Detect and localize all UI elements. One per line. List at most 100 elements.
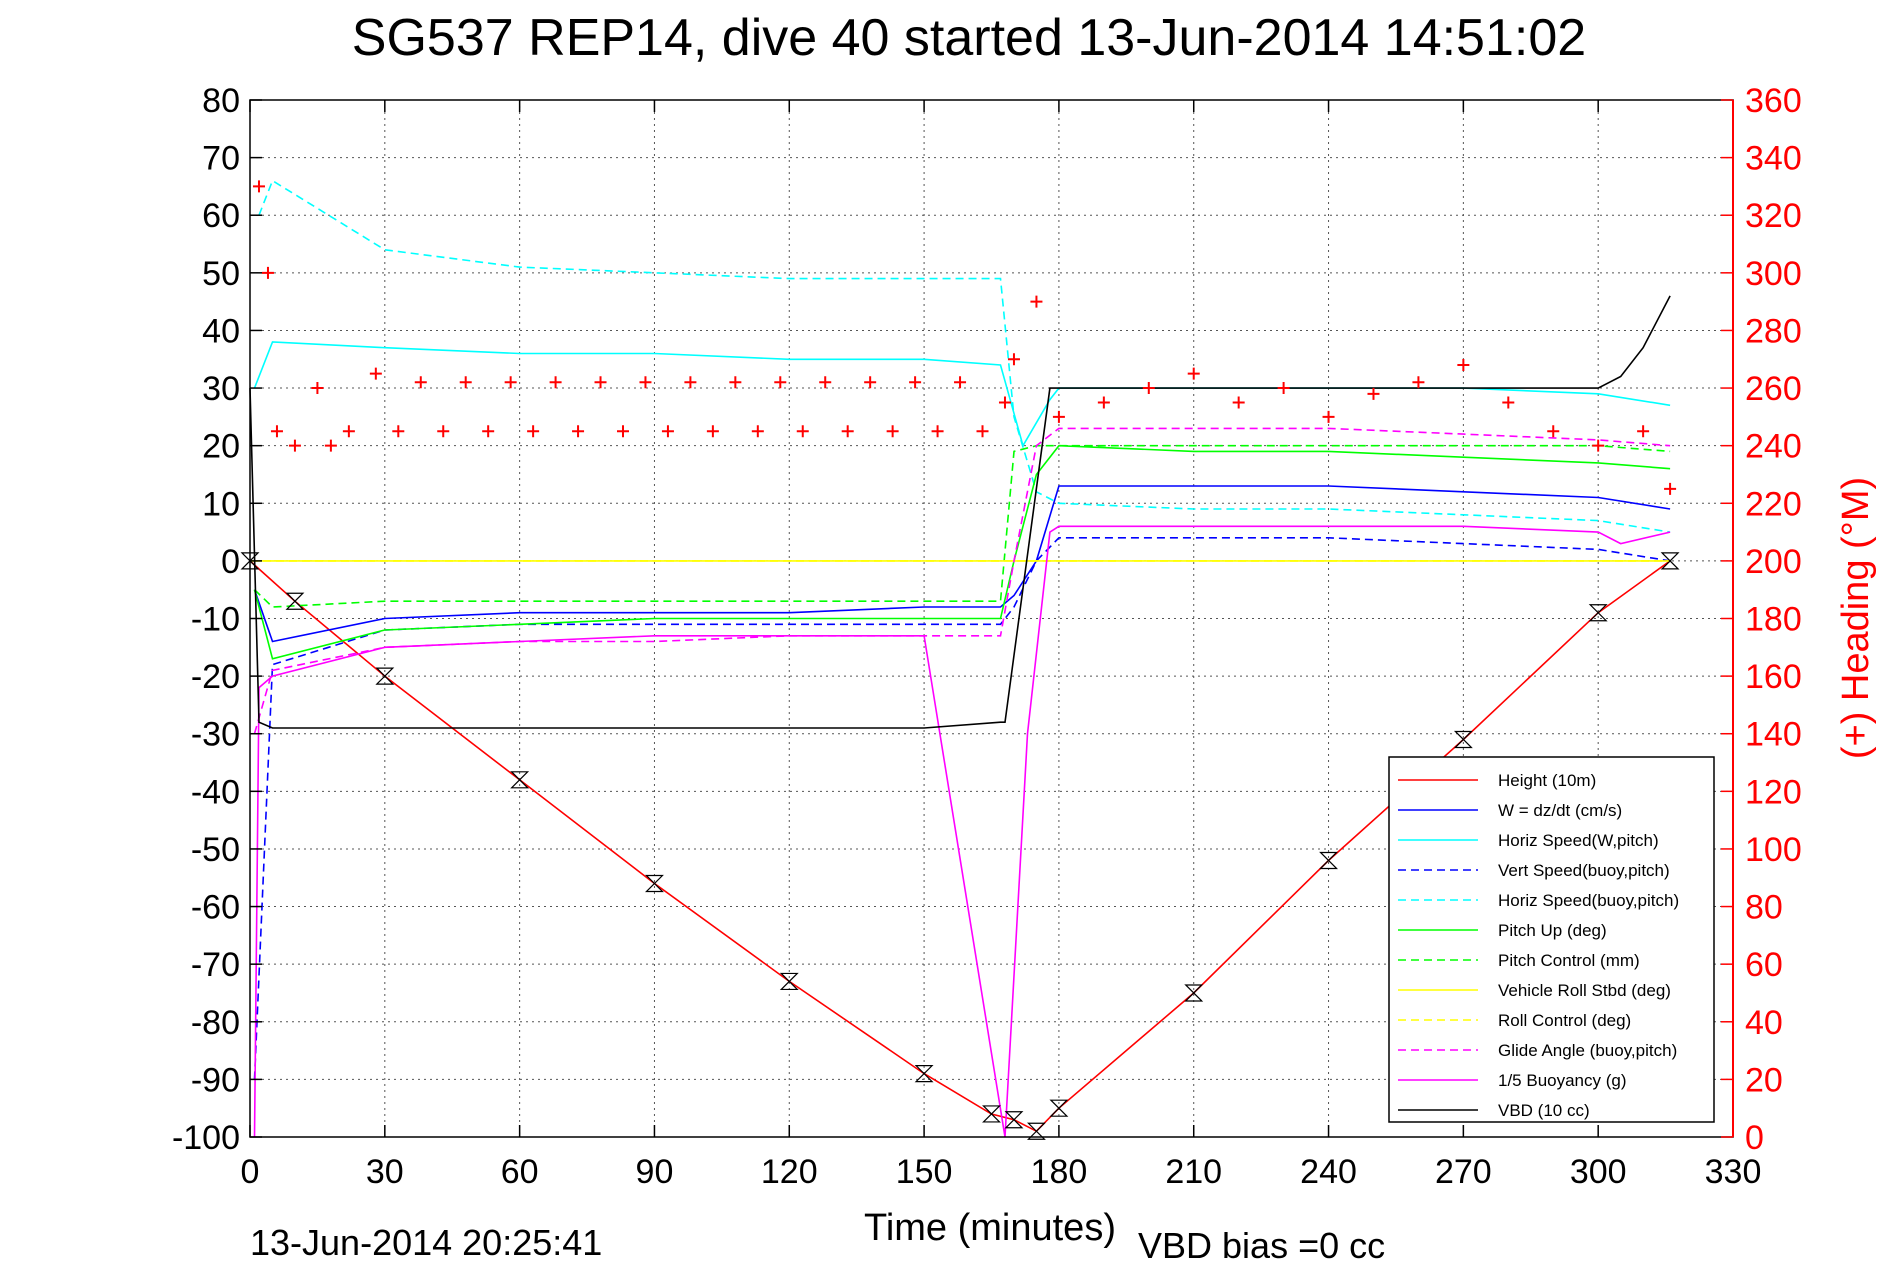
x-tick-label: 210: [1165, 1153, 1222, 1191]
y2-tick-label: 0: [1745, 1119, 1764, 1157]
footer-timestamp: 13-Jun-2014 20:25:41: [250, 1222, 602, 1262]
legend-label-10: 1/5 Buoyancy (g): [1498, 1071, 1627, 1090]
depth-marker: [982, 1105, 1001, 1123]
footer-vbd-bias: VBD bias =0 cc: [1138, 1225, 1385, 1262]
heading-point: [1277, 382, 1290, 395]
heading-point: [909, 376, 922, 389]
heading-point: [1664, 482, 1677, 495]
x-tick-label: 240: [1300, 1153, 1357, 1191]
depth-marker: [914, 1065, 934, 1083]
y-tick-label: 0: [221, 543, 240, 581]
depth-marker: [1319, 851, 1338, 870]
x-tick-label: 150: [896, 1153, 953, 1191]
heading-point: [504, 376, 517, 389]
y-tick-label: 10: [202, 485, 240, 523]
heading-point: [1412, 376, 1425, 389]
y2-tick-label: 340: [1745, 140, 1802, 178]
heading-point: [594, 376, 607, 389]
y-tick-label: -100: [172, 1119, 240, 1157]
heading-point: [1007, 353, 1020, 366]
x-tick-label: 30: [366, 1153, 404, 1191]
heading-point: [549, 376, 562, 389]
heading-point: [311, 382, 324, 395]
heading-point: [661, 425, 674, 438]
heading-point: [288, 439, 301, 452]
depth-marker: [1660, 552, 1680, 570]
x-tick-label: 120: [761, 1153, 818, 1191]
heading-point: [796, 425, 809, 438]
y2-axis-label: (+) Heading (°M): [1835, 477, 1877, 759]
legend-label-11: VBD (10 cc): [1498, 1101, 1590, 1120]
heading-point: [392, 425, 405, 438]
heading-point: [527, 425, 540, 438]
depth-marker: [375, 667, 395, 685]
heading-markers: [252, 180, 1677, 495]
y2-tick-label: 20: [1745, 1061, 1783, 1099]
heading-point: [1592, 439, 1605, 452]
y2-tick-label: 40: [1745, 1004, 1783, 1042]
heading-point: [1187, 367, 1200, 380]
heading-point: [1142, 382, 1155, 395]
heading-point: [819, 376, 832, 389]
depth-marker: [779, 972, 799, 991]
heading-point: [437, 425, 450, 438]
heading-point: [1367, 387, 1380, 400]
legend-label-5: Pitch Up (deg): [1498, 921, 1607, 940]
heading-point: [998, 396, 1011, 409]
heading-point: [841, 425, 854, 438]
x-tick-label: 270: [1435, 1153, 1492, 1191]
y2-tick-label: 80: [1745, 889, 1783, 927]
heading-point: [1052, 410, 1065, 423]
heading-point: [342, 425, 355, 438]
y2-tick-label: 360: [1745, 82, 1802, 120]
heading-point: [459, 376, 472, 389]
y-tick-label: -40: [191, 773, 240, 811]
heading-point: [864, 376, 877, 389]
series-line-10: [253, 525, 1671, 1138]
x-tick-label: 300: [1570, 1153, 1627, 1191]
heading-point: [1097, 396, 1110, 409]
y2-tick-label: 280: [1745, 312, 1802, 350]
depth-marker: [1049, 1099, 1069, 1117]
heading-point: [616, 425, 629, 438]
y-tick-label: 20: [202, 428, 240, 466]
legend-box: [1388, 756, 1715, 1123]
y-tick-label: -10: [191, 601, 240, 639]
series-group: [240, 179, 1680, 1140]
x-tick-label: 330: [1705, 1153, 1762, 1191]
heading-point: [639, 376, 652, 389]
heading-point: [1030, 295, 1043, 308]
heading-point: [1322, 410, 1335, 423]
y-tick-label: -80: [191, 1004, 240, 1042]
x-axis-ticks: 0 30 60 90 120 150 180 210 240 270 300 330: [241, 100, 1762, 1191]
y-axis-ticks: 80 70 60 50 40 30 20 10 0 -10 -20 -30 -40 -50 -60 -70 -8…: [172, 82, 262, 1157]
heading-point: [931, 425, 944, 438]
series-line-4: [258, 179, 1671, 533]
legend-label-4: Horiz Speed(buoy,pitch): [1498, 891, 1679, 910]
heading-point: [706, 425, 719, 438]
y-tick-label: -90: [191, 1061, 240, 1099]
heading-point: [976, 425, 989, 438]
y2-tick-label: 120: [1745, 773, 1802, 811]
heading-point: [414, 376, 427, 389]
y2-tick-label: 200: [1745, 543, 1802, 581]
y-tick-label: -20: [191, 658, 240, 696]
y2-tick-label: 160: [1745, 658, 1802, 696]
depth-marker: [510, 771, 530, 789]
y2-tick-label: 60: [1745, 946, 1783, 984]
heading-point: [954, 376, 967, 389]
y2-tick-label: 260: [1745, 370, 1802, 408]
heading-point: [886, 425, 899, 438]
heading-point: [684, 376, 697, 389]
x-tick-label: 0: [241, 1153, 260, 1191]
heading-point: [1547, 425, 1560, 438]
y-tick-label: -30: [191, 716, 240, 754]
heading-point: [774, 376, 787, 389]
series-line-11: [249, 295, 1671, 729]
y-tick-label: 50: [202, 255, 240, 293]
y2-tick-label: 140: [1745, 716, 1802, 754]
series-line-5: [253, 444, 1671, 660]
heading-point: [1502, 396, 1515, 409]
heading-point: [729, 376, 742, 389]
y-tick-label: 40: [202, 312, 240, 350]
